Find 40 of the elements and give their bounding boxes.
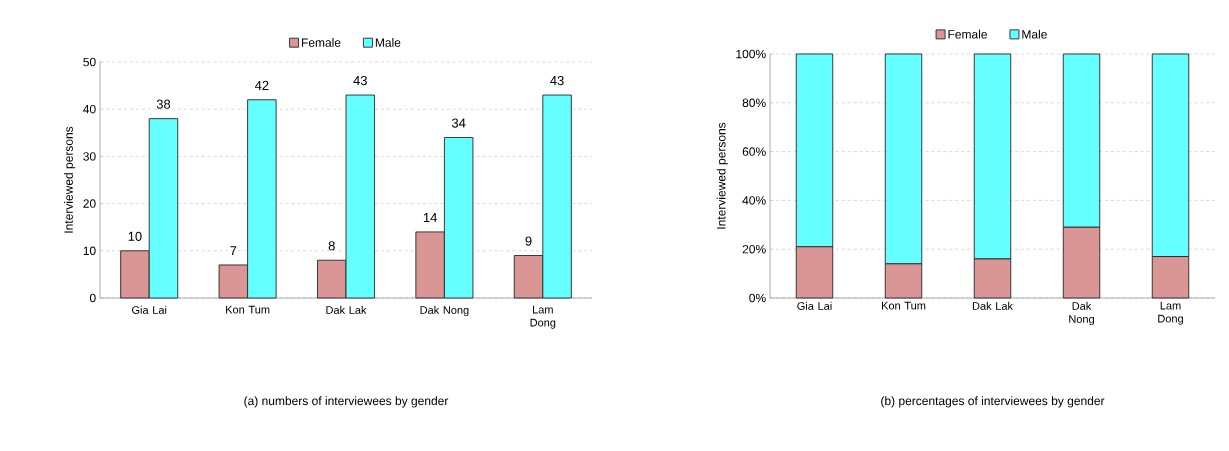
x-tick-label: Gia Lai: [132, 305, 167, 314]
text: (b) percentages of interviewees by gender: [881, 396, 1105, 408]
legend-label: Male: [1022, 29, 1047, 39]
data-label: 38: [156, 99, 171, 109]
y-tick-label: 50: [83, 57, 96, 67]
data-label: 7: [230, 246, 237, 256]
x-tick-label: Kon Tum: [882, 301, 926, 310]
data-label: 42: [254, 80, 269, 90]
y-tick-label: 60%: [742, 147, 766, 156]
text: (a) numbers of interviewees by gender: [244, 396, 449, 408]
x-tick-label: Lam Dong: [1158, 301, 1183, 325]
y-tick-label: 40%: [742, 196, 766, 205]
data-label: 10: [128, 231, 142, 241]
legend-label: Male: [375, 38, 401, 47]
y-tick-label: 40: [83, 104, 96, 114]
y-tick-label: 30: [83, 152, 96, 161]
legend-label: Female: [948, 29, 987, 39]
data-label: 9: [525, 236, 532, 246]
y-axis-title: Interviewed persons: [64, 126, 76, 233]
x-tick-label: Dak Nong: [1069, 301, 1094, 326]
legend-label: Female: [301, 38, 341, 47]
y-tick-label: 10: [83, 246, 96, 256]
x-tick-label: Dak Nong: [420, 305, 469, 317]
y-tick-label: 0: [89, 293, 96, 303]
x-tick-label: Gia Lai: [797, 301, 832, 310]
y-tick-label: 0%: [749, 293, 766, 303]
y-axis-title: Interviewed persons: [716, 122, 728, 229]
data-label: 14: [423, 213, 437, 223]
x-tick-label: Dak Lak: [326, 305, 367, 314]
data-label: 43: [353, 75, 367, 86]
y-tick-label: 20: [83, 199, 96, 208]
y-tick-label: 100%: [736, 49, 766, 59]
x-tick-label: Dak Lak: [972, 301, 1013, 310]
y-tick-label: 20%: [742, 244, 766, 254]
data-label: 34: [451, 118, 466, 128]
x-tick-label: Lam Dong: [530, 305, 556, 329]
x-tick-label: Kon Tum: [226, 305, 270, 314]
y-tick-label: 80%: [742, 98, 766, 108]
data-label: 43: [550, 75, 564, 86]
data-label: 8: [328, 241, 335, 251]
